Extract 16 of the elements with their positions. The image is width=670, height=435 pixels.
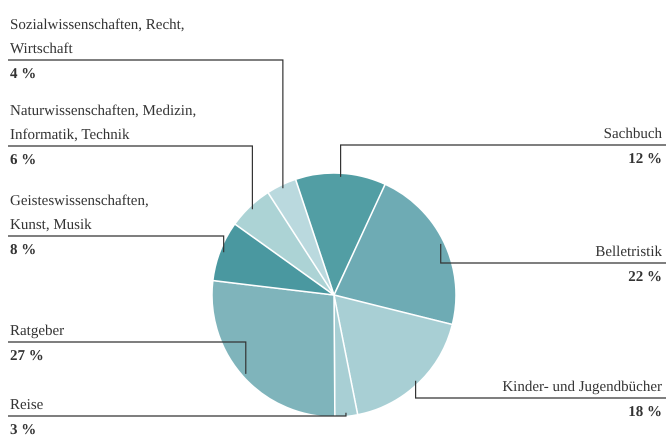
slice-label: Kinder- und Jugendbücher — [502, 379, 662, 395]
data-label: 22 % — [628, 269, 662, 285]
slice-label: Sachbuch — [604, 126, 662, 142]
data-label: 12 % — [628, 151, 662, 167]
slice-label: Reise — [10, 397, 44, 413]
data-label: 4 % — [10, 66, 36, 82]
slice-label: Naturwissenschaften, Medizin, Informatik, Technik — [10, 103, 196, 143]
data-label: 27 % — [10, 348, 44, 364]
slice-label: Belletristik — [595, 244, 662, 260]
data-label: 3 % — [10, 422, 36, 435]
slice-label: Geisteswissenschaften, Kunst, Musik — [10, 193, 149, 233]
data-label: 18 % — [628, 404, 662, 420]
data-label: 8 % — [10, 242, 36, 258]
slice-label: Ratgeber — [10, 323, 64, 339]
data-label: 6 % — [10, 152, 36, 168]
slice-label: Sozialwissenschaften, Recht, Wirtschaft — [10, 17, 185, 57]
